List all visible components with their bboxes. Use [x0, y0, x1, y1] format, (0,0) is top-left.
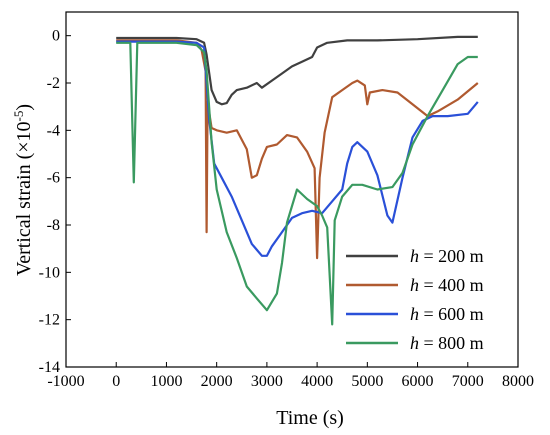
y-tick-label: 0 [52, 28, 60, 45]
series-line-2 [116, 39, 479, 260]
x-tick-label: 6000 [402, 373, 434, 390]
legend-label: h = 400 m [410, 275, 484, 295]
x-tick-label: 3000 [251, 373, 283, 390]
y-tick-label: -4 [47, 122, 60, 139]
y-tick-label: -10 [39, 264, 60, 281]
x-tick-label: 1000 [150, 373, 182, 390]
x-tick-label: 0 [112, 373, 120, 390]
legend: h = 200 m h = 400 m h = 600 m h = 800 m [346, 246, 484, 353]
y-tick-label: -14 [39, 359, 60, 376]
x-tick-label: 8000 [502, 373, 534, 390]
x-tick-label: -1000 [47, 373, 84, 390]
series-lines [116, 35, 479, 326]
y-ticks: 0 -2 -4 -6 -8 -10 -12 -14 [39, 28, 71, 376]
y-tick-label: -2 [47, 75, 60, 92]
y-axis-title: Vertical strain (×10-5) [11, 104, 35, 276]
y-tick-label: -8 [47, 217, 60, 234]
x-tick-label: 5000 [351, 373, 383, 390]
series-line-4 [116, 41, 478, 326]
y-tick-label: -12 [39, 312, 60, 329]
x-tick-label: 2000 [201, 373, 233, 390]
x-ticks: -1000 0 1000 2000 3000 4000 5000 6000 7000 8000 [47, 362, 534, 390]
y-tick-label: -6 [47, 170, 60, 187]
legend-label: h = 200 m [410, 246, 484, 266]
x-tick-label: 7000 [452, 373, 484, 390]
plot-frame [65, 11, 519, 368]
x-axis-title: Time (s) [276, 407, 344, 429]
series-line-1 [116, 35, 478, 106]
legend-label: h = 600 m [410, 304, 484, 324]
series-line-3 [116, 40, 479, 257]
legend-label: h = 800 m [410, 333, 484, 353]
x-tick-label: 4000 [301, 373, 333, 390]
